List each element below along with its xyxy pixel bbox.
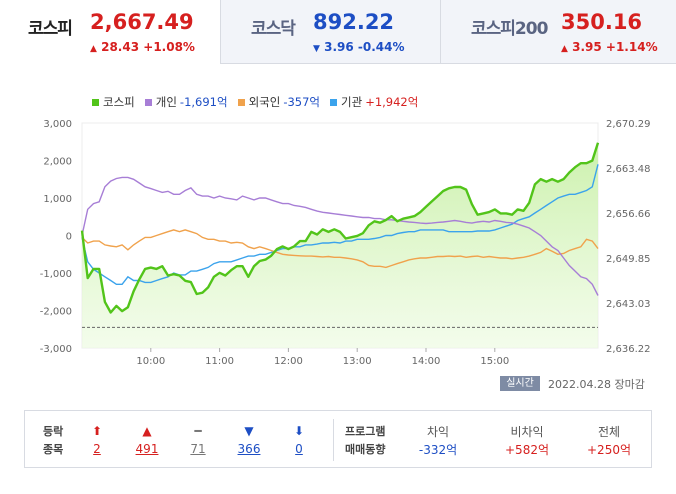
legend-value-institution: +1,942억 [365,95,419,109]
market-close-date: 2022.04.28 장마감 [548,378,645,391]
y-left-tick-label: -2,000 [40,307,72,318]
fall-arrow-icon: ▼ [244,424,254,438]
realtime-badge[interactable]: 실시간 [500,376,540,391]
tab-kospi200-value: 350.16 [561,10,643,34]
down-arrow-icon: ▼ [313,44,320,54]
y-left-tick-label: 1,000 [43,194,72,205]
tab-kospi-change: ▲ 28.43 +1.08% [90,40,195,54]
x-tick-label: 10:00 [136,356,165,367]
legend-label-individual: 개인 [155,95,177,109]
chart-legend: 코스피 개인 -1,691억 외국인 -357억 기관 +1,942억 [92,94,428,110]
lower-limit-arrow-icon: ⬇ [293,424,305,438]
individual-line [81,176,599,296]
legend-label-kospi: 코스피 [103,95,135,109]
tab-kosdaq-change-value: 3.96 [324,40,354,54]
breadth-lower-limit[interactable]: ⬇ 0 [289,422,309,458]
breadth-fall[interactable]: ▼ 366 [233,422,265,458]
program-label-2: 매매동향 [345,443,386,456]
y-left-tick-label: -3,000 [40,344,72,355]
y-left-tick-label: 3,000 [43,119,72,130]
y-left-tick-label: -1,000 [40,269,72,280]
breadth-label-1: 등락 [43,425,64,438]
program-total-value: +250억 [587,443,631,457]
tab-kospi-name: 코스피 [28,19,73,39]
breadth-unchanged[interactable]: ━ 71 [185,422,211,458]
tab-kospi200-change-pct: +1.14% [605,40,658,54]
program-arbitrage: 차익 -332억 [409,423,467,459]
tab-kospi[interactable]: 코스피 2,667.49 ▲ 28.43 +1.08% [0,0,220,64]
index-tabs: 코스피 2,667.49 ▲ 28.43 +1.08% 코스닥 892.22 ▼… [0,0,676,64]
tab-kospi200-change-value: 3.95 [572,40,602,54]
tab-kosdaq-name: 코스닥 [251,19,296,39]
tab-kospi200-name: 코스피200 [471,19,548,39]
y-right-tick-label: 2,670.29 [606,119,651,130]
legend-swatch-institution [330,98,338,106]
program-arbitrage-value: -332억 [418,443,458,457]
breadth-label-2: 종목 [43,443,64,456]
breadth-rise[interactable]: ▲ 491 [131,422,163,458]
y-right-tick-label: 2,636.22 [606,344,651,355]
breadth-upper-limit[interactable]: ⬆ 2 [87,422,107,458]
kospi-area [82,142,598,348]
breadth-lower-limit-count: 0 [295,442,303,456]
x-tick-label: 13:00 [343,356,372,367]
tab-kospi200-change: ▲ 3.95 +1.14% [561,40,658,54]
market-breadth-panel: 등락 종목 ⬆ 2 ▲ 491 ━ 71 ▼ 366 ⬇ 0 프로그램 매매동향… [24,410,652,468]
legend-item-institution[interactable]: 기관 +1,942억 [330,94,418,110]
up-arrow-icon: ▲ [561,44,568,54]
legend-label-institution: 기관 [341,95,363,109]
unchanged-dash-icon: ━ [194,424,202,438]
x-tick-label: 15:00 [480,356,509,367]
legend-swatch-foreign [237,98,245,106]
y-right-tick-label: 2,643.03 [606,299,651,310]
y-left-tick-label: 0 [66,232,72,243]
legend-label-foreign: 외국인 [248,95,281,109]
y-right-tick-label: 2,663.48 [606,164,651,175]
program-total: 전체 +250억 [577,423,641,459]
foreign-line [81,229,599,269]
program-non-arbitrage-value: +582억 [505,443,549,457]
upper-limit-arrow-icon: ⬆ [91,424,103,438]
tab-kosdaq-change: ▼ 3.96 -0.44% [313,40,405,54]
tab-kosdaq-value: 892.22 [313,10,395,34]
legend-item-individual[interactable]: 개인 -1,691억 [144,94,228,110]
legend-item-kospi[interactable]: 코스피 [92,94,135,110]
tab-kospi-change-value: 28.43 [101,40,140,54]
tab-kospi-change-pct: +1.08% [143,40,195,54]
up-arrow-icon: ▲ [90,44,97,54]
x-tick-label: 12:00 [274,356,303,367]
program-non-arbitrage: 비차익 +582억 [495,423,559,459]
breadth-rise-count: 491 [135,442,159,456]
x-tick-label: 14:00 [412,356,441,367]
tab-kosdaq[interactable]: 코스닥 892.22 ▼ 3.96 -0.44% [220,0,440,64]
legend-value-foreign: -357억 [283,95,321,109]
tab-kosdaq-change-pct: -0.44% [357,40,405,54]
breadth-fall-count: 366 [237,442,261,456]
kospi-line [80,142,600,314]
panel-divider [333,419,334,461]
program-non-arbitrage-head: 비차익 [510,425,544,439]
legend-value-individual: -1,691억 [179,95,228,109]
tab-kospi-value: 2,667.49 [90,10,194,34]
legend-swatch-individual [144,98,152,106]
x-tick-label: 11:00 [205,356,234,367]
legend-swatch-kospi [92,98,99,106]
tab-kospi200[interactable]: 코스피200 350.16 ▲ 3.95 +1.14% [440,0,676,64]
investor-trend-chart: 3,000 2,000 1,000 0 -1,000 -2,000 -3,000 2,670.… [40,119,651,367]
institution-line [81,164,599,286]
breadth-unchanged-count: 71 [190,442,206,456]
breadth-upper-limit-count: 2 [93,442,101,456]
y-right-tick-label: 2,649.85 [606,254,651,265]
program-label-1: 프로그램 [345,425,386,438]
rise-arrow-icon: ▲ [142,424,152,438]
program-arbitrage-head: 차익 [426,425,450,439]
y-left-tick-label: 2,000 [43,157,72,168]
legend-item-foreign[interactable]: 외국인 -357억 [237,94,321,110]
y-right-tick-label: 2,656.66 [606,209,651,220]
program-total-head: 전체 [597,425,621,439]
